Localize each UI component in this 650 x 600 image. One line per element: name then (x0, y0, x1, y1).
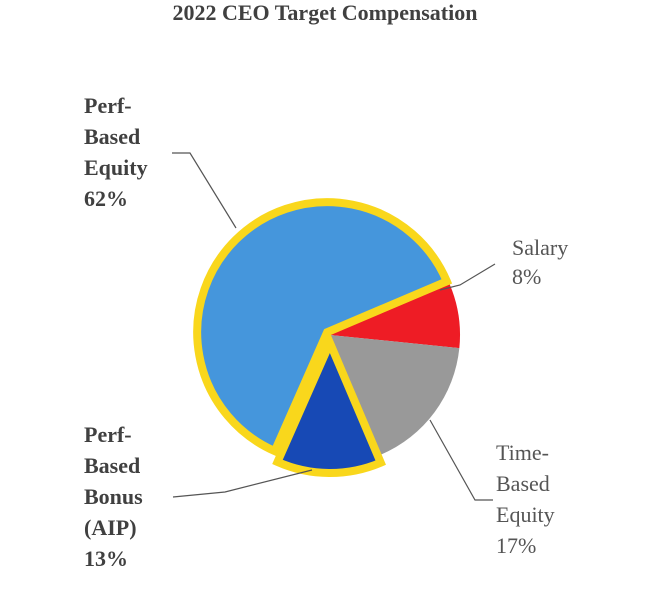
leader-line-time-based-equity (429, 419, 493, 501)
label-salary: Salary 8% (512, 235, 568, 289)
label-perf-based-equity: Perf- Based Equity 62% (84, 93, 148, 211)
slice-salary (330, 284, 461, 349)
slice-perf-based-equity (193, 198, 453, 457)
leader-line-perf-based-bonus-aip (172, 469, 313, 498)
label-line: Based (496, 471, 550, 496)
label-line: Perf- (84, 93, 132, 118)
label-line: Bonus (84, 484, 143, 509)
pie-slices (193, 198, 461, 477)
slice-time-based-equity (330, 335, 460, 455)
label-line: 13% (84, 546, 128, 571)
label-line: 8% (512, 264, 541, 289)
label-line: 62% (84, 186, 128, 211)
slice-perf-based-bonus-aip (272, 332, 386, 477)
leader-line-salary (439, 263, 496, 291)
label-line: Equity (84, 155, 148, 180)
slice-labels: Salary 8% Time- Based Equity 17% Perf- Based Bon… (84, 93, 568, 571)
label-line: Equity (496, 502, 555, 527)
label-line: Based (84, 453, 140, 478)
chart-title: 2022 CEO Target Compensation (173, 0, 478, 25)
label-line: Time- (496, 440, 549, 465)
label-line: Salary (512, 235, 568, 260)
label-line: Perf- (84, 422, 132, 447)
label-line: (AIP) (84, 515, 137, 540)
leader-lines (172, 152, 496, 501)
label-time-based-equity: Time- Based Equity 17% (496, 440, 555, 558)
label-line: Based (84, 124, 140, 149)
label-perf-based-bonus-aip: Perf- Based Bonus (AIP) 13% (84, 422, 143, 571)
label-line: 17% (496, 533, 536, 558)
leader-line-perf-based-equity (172, 152, 237, 229)
